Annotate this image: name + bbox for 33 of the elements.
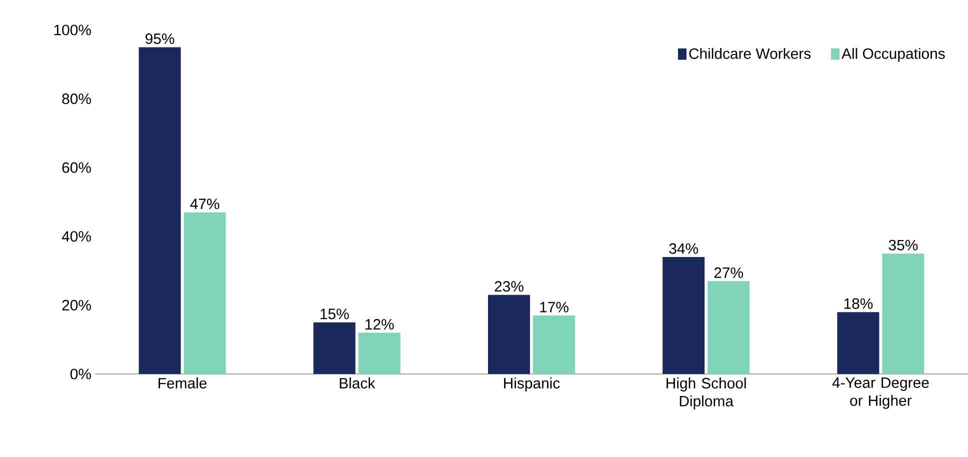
bar xyxy=(533,316,576,374)
bar xyxy=(882,254,924,374)
data-label: 18% xyxy=(844,298,873,309)
x-tick-label: Female xyxy=(158,378,207,388)
x-tick-label: Hispanic xyxy=(504,378,560,392)
data-label: 12% xyxy=(366,319,394,330)
bar xyxy=(358,332,400,374)
data-label: 35% xyxy=(888,240,918,250)
bar xyxy=(138,47,181,374)
data-label: 47% xyxy=(190,198,220,210)
x-tick-label: High School Diploma xyxy=(666,378,746,410)
bar xyxy=(662,257,705,374)
y-tick-label: 100% xyxy=(54,24,91,36)
data-label: 23% xyxy=(494,281,524,292)
bar xyxy=(837,312,880,374)
data-label: 27% xyxy=(714,267,744,278)
y-tick-label: 40% xyxy=(62,231,91,242)
x-tick-label: 4-Year Degree or Higher xyxy=(832,378,929,409)
legend-label: All Occupations xyxy=(842,48,945,62)
bar xyxy=(184,212,226,374)
x-tick-label: Black xyxy=(340,378,376,388)
data-label: 17% xyxy=(540,302,568,312)
y-tick-label: 60% xyxy=(62,162,91,173)
y-tick-label: 0% xyxy=(70,368,91,380)
data-label: 15% xyxy=(320,308,349,320)
y-tick-label: 20% xyxy=(62,300,91,310)
bar xyxy=(313,322,356,374)
data-label: 34% xyxy=(669,243,698,254)
bar xyxy=(488,294,530,374)
bar xyxy=(708,281,750,374)
data-label: 95% xyxy=(146,33,174,44)
y-tick-label: 80% xyxy=(62,94,91,104)
legend-label: Childcare Workers xyxy=(689,48,811,59)
